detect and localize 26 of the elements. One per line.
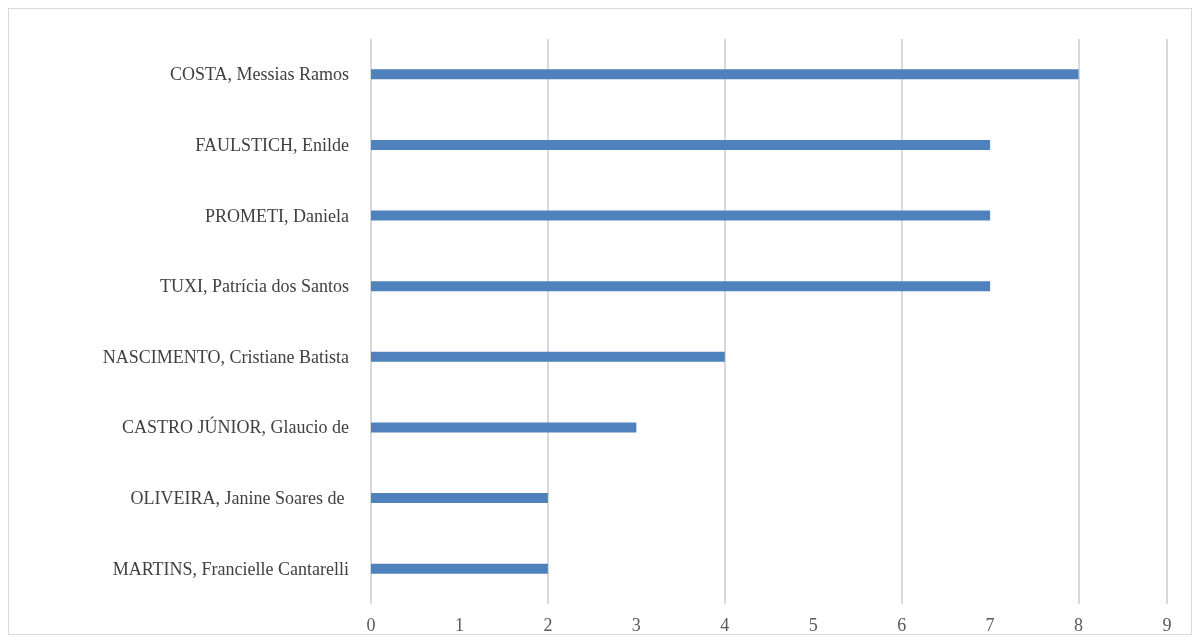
x-tick-label: 3 [631, 615, 641, 635]
x-tick-label: 5 [808, 615, 818, 635]
y-tick-label: COSTA, Messias Ramos [169, 64, 349, 85]
y-tick-label: NASCIMENTO, Cristiane Batista [102, 346, 350, 367]
bar [371, 210, 991, 221]
y-tick-label: OLIVEIRA, Janine Soares de [130, 488, 349, 509]
x-tick-label: 2 [543, 615, 553, 635]
y-tick-label: TUXI, Patrícia dos Santos [160, 276, 349, 297]
bar [371, 281, 991, 292]
bar [371, 69, 1079, 80]
bar [371, 139, 991, 150]
y-tick-label: CASTRO JÚNIOR, Glaucio de [122, 416, 349, 438]
bar [371, 422, 637, 433]
x-tick-label: 4 [720, 615, 730, 635]
bar [371, 351, 725, 362]
y-tick-label: MARTINS, Francielle Cantarelli [112, 558, 349, 579]
x-tick-label: 1 [454, 615, 464, 635]
bar [371, 563, 548, 574]
x-tick-label: 7 [985, 615, 995, 635]
x-tick-label: 9 [1162, 615, 1172, 635]
y-tick-label: PROMETI, Daniela [205, 205, 349, 226]
bar [371, 493, 548, 504]
x-tick-label: 8 [1074, 615, 1084, 635]
y-tick-label: FAULSTICH, Enilde [195, 134, 349, 155]
x-tick-label: 0 [366, 615, 376, 635]
x-tick-label: 6 [897, 615, 907, 635]
